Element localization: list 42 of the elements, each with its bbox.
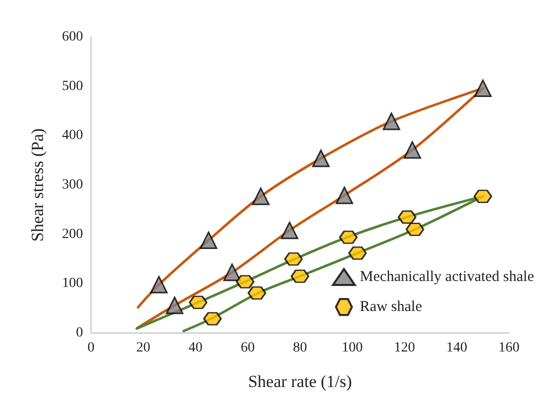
- x-axis-title: Shear rate (1/s): [248, 372, 352, 391]
- y-tick-label: 0: [76, 326, 83, 340]
- x-tick-label: 120: [394, 340, 415, 356]
- point: [382, 112, 400, 130]
- y-tick-label: 600: [62, 30, 83, 44]
- point: [200, 232, 218, 250]
- point: [474, 80, 492, 98]
- point: [336, 186, 354, 204]
- point: [280, 222, 298, 240]
- point: [203, 312, 222, 326]
- point: [188, 296, 208, 310]
- point: [312, 150, 330, 168]
- point: [398, 210, 416, 224]
- legend-label: Mechanically activated shale: [360, 269, 534, 285]
- y-tick-label: 200: [62, 226, 83, 242]
- point: [290, 270, 310, 284]
- point: [252, 188, 270, 206]
- point: [236, 274, 254, 288]
- y-tick-label: 400: [62, 128, 83, 144]
- point: [284, 252, 303, 266]
- y-tick-label: 100: [62, 276, 83, 292]
- point: [348, 246, 367, 260]
- x-tick-label: 40: [188, 340, 202, 356]
- x-tick-label: 100: [342, 340, 363, 356]
- point: [248, 286, 266, 300]
- y-tick-label: 500: [62, 78, 83, 94]
- x-tick-label: 0: [88, 340, 94, 356]
- x-tick-label: 140: [446, 340, 468, 356]
- y-tick-label: 300: [62, 178, 83, 192]
- x-tick-label: 20: [136, 340, 150, 356]
- x-tick-label: 80: [293, 340, 307, 356]
- x-tick-label: 60: [240, 340, 255, 356]
- point: [223, 264, 241, 282]
- point: [150, 276, 168, 294]
- point: [406, 222, 424, 236]
- legend-label: Raw shale: [360, 299, 422, 315]
- point: [166, 296, 184, 314]
- y-axis-title: Shear stress (Pa): [28, 128, 47, 242]
- point: [474, 190, 492, 204]
- x-tick-label: 160: [498, 340, 520, 356]
- point: [404, 141, 422, 159]
- point: [339, 230, 358, 244]
